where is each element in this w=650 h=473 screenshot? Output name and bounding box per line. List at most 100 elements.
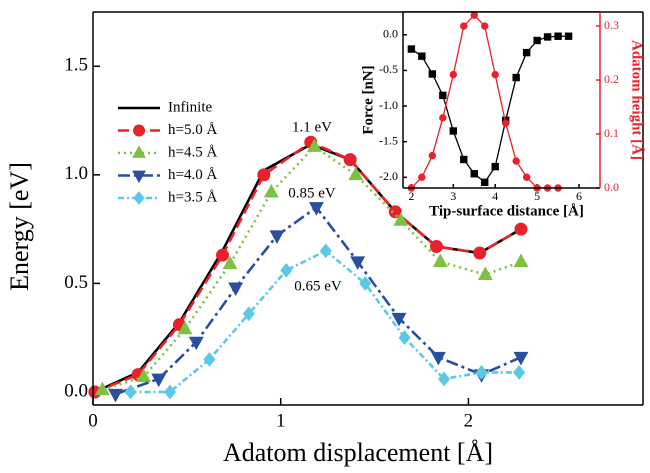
data-point (432, 253, 448, 267)
y2-axis-label: Adatom height [Å] (629, 40, 645, 160)
data-point (533, 36, 541, 45)
x-axis-label: Adatom displacement [Å] (223, 438, 493, 467)
data-point (108, 388, 123, 403)
y-tick-label: -0.5 (379, 62, 398, 76)
data-point (430, 351, 446, 366)
data-point (393, 212, 409, 226)
data-point (501, 119, 510, 127)
data-point (263, 183, 279, 198)
data-point (439, 114, 447, 122)
x-tick-label: 1 (276, 410, 286, 431)
x-tick-label: 0 (88, 410, 98, 431)
data-point (132, 145, 146, 158)
data-point (203, 352, 216, 367)
data-point (216, 248, 230, 262)
y-tick-label: 1.0 (64, 163, 88, 184)
data-point (319, 243, 332, 259)
data-point (359, 276, 372, 291)
data-point (418, 173, 426, 181)
legend-label: h=3.5 Å (168, 189, 217, 205)
y2-tick-label: 0.0 (604, 180, 619, 194)
data-point (481, 22, 489, 30)
data-point (430, 239, 444, 253)
data-point (391, 312, 407, 327)
x-axis-label: Tip-surface distance [Å] (429, 203, 584, 219)
data-point (513, 253, 529, 267)
x-tick-label: 6 (576, 189, 582, 203)
data-point (348, 166, 364, 181)
data-point (543, 33, 552, 41)
data-point (554, 32, 562, 40)
y-tick-label: 1.5 (64, 55, 88, 76)
annotation: 0.85 eV (288, 185, 336, 201)
data-point (269, 230, 285, 244)
data-point (242, 306, 255, 322)
series-line (411, 35, 569, 184)
legend-label: h=5.0 Å (168, 122, 217, 138)
data-point (151, 373, 167, 388)
data-point (257, 168, 271, 182)
data-point (398, 330, 411, 346)
data-point (460, 22, 468, 30)
y-tick-label: -1.0 (379, 98, 398, 112)
data-point (522, 48, 531, 57)
data-point (388, 205, 402, 219)
x-tick-label: 3 (450, 189, 456, 203)
legend-label: h=4.5 Å (168, 144, 217, 160)
y-tick-label: 0.0 (64, 380, 88, 401)
plot-area (403, 12, 600, 188)
y-tick-label: -1.5 (379, 133, 398, 147)
data-point (132, 170, 146, 184)
x-tick-label: 4 (492, 189, 498, 203)
data-point (350, 256, 366, 270)
y2-tick-label: 0.3 (604, 18, 619, 32)
data-point (133, 124, 145, 137)
data-point (307, 138, 322, 152)
x-tick-label: 2 (464, 410, 474, 431)
data-point (222, 255, 238, 270)
data-point (418, 52, 426, 60)
data-point (481, 178, 489, 186)
data-point (491, 70, 499, 79)
x-tick-label: 2 (408, 189, 414, 203)
annotation: 1.1 eV (292, 119, 332, 135)
y2-tick-label: 0.1 (604, 126, 619, 140)
data-point (460, 155, 468, 164)
data-point (512, 157, 520, 165)
data-point (308, 202, 324, 216)
data-point (470, 11, 478, 19)
data-point (94, 381, 110, 396)
data-point (477, 266, 493, 281)
data-point (439, 91, 447, 100)
data-point (428, 70, 437, 78)
y-tick-label: -2.0 (379, 169, 398, 183)
data-point (228, 282, 244, 296)
data-point (133, 191, 145, 205)
data-point (163, 384, 177, 400)
data-point (449, 127, 457, 135)
y-tick-label: 0.5 (64, 272, 88, 293)
data-point (470, 170, 478, 178)
data-point (491, 162, 499, 171)
legend-label: h=4.0 Å (168, 167, 217, 183)
data-point (343, 153, 357, 167)
data-point (407, 45, 416, 53)
legend-label: Infinite (168, 99, 212, 115)
data-point (473, 246, 487, 260)
data-point (136, 368, 152, 383)
y-axis-label: Energy [eV] (5, 162, 34, 291)
data-point (522, 173, 531, 181)
data-point (124, 384, 137, 400)
data-point (475, 365, 488, 380)
data-point (177, 320, 193, 335)
data-point (428, 151, 437, 160)
x-tick-label: 5 (534, 189, 540, 203)
y-tick-label: 0.0 (383, 27, 398, 41)
data-point (280, 262, 293, 278)
data-point (188, 336, 204, 351)
data-point (437, 371, 451, 387)
data-point (564, 32, 573, 40)
y2-tick-label: 0.2 (604, 72, 619, 86)
data-point (514, 222, 528, 236)
